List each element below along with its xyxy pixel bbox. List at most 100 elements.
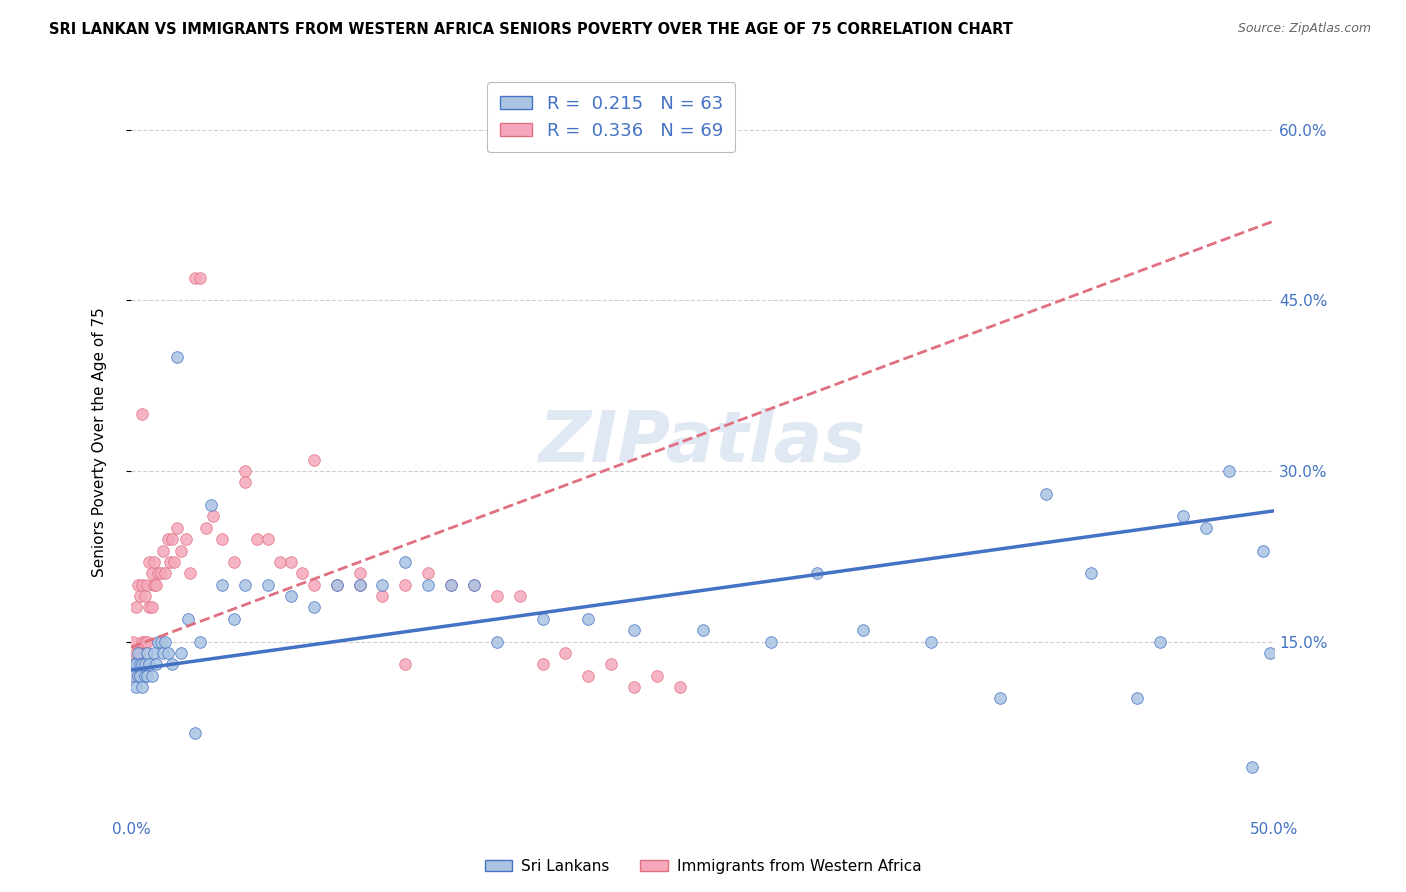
Point: [233, 464, 256, 478]
Point: [166, 521, 188, 535]
Point: [148, 634, 170, 648]
Point: [269, 555, 291, 569]
Point: [131, 657, 153, 672]
Point: [152, 646, 174, 660]
Point: [129, 646, 152, 660]
Point: [1195, 521, 1218, 535]
Point: [349, 566, 371, 581]
Point: [463, 577, 485, 591]
Point: [485, 634, 508, 648]
Point: [155, 634, 177, 648]
Point: [134, 668, 156, 682]
Y-axis label: Seniors Poverty Over the Age of 75: Seniors Poverty Over the Age of 75: [93, 308, 107, 577]
Point: [233, 475, 256, 490]
Point: [129, 589, 152, 603]
Point: [142, 577, 165, 591]
Point: [159, 555, 181, 569]
Point: [988, 691, 1011, 706]
Point: [145, 577, 167, 591]
Point: [124, 657, 146, 672]
Point: [136, 668, 159, 682]
Point: [134, 657, 156, 672]
Point: [920, 634, 942, 648]
Point: [166, 351, 188, 365]
Point: [531, 657, 554, 672]
Point: [141, 668, 163, 682]
Point: [394, 657, 416, 672]
Point: [302, 452, 325, 467]
Point: [302, 577, 325, 591]
Point: [134, 634, 156, 648]
Point: [136, 577, 159, 591]
Point: [463, 577, 485, 591]
Point: [371, 589, 394, 603]
Point: [127, 657, 149, 672]
Legend: Sri Lankans, Immigrants from Western Africa: Sri Lankans, Immigrants from Western Afr…: [478, 853, 928, 880]
Point: [129, 668, 152, 682]
Point: [136, 646, 159, 660]
Point: [138, 657, 160, 672]
Point: [600, 657, 623, 672]
Point: [1251, 543, 1274, 558]
Text: ZIPatlas: ZIPatlas: [538, 408, 866, 477]
Point: [142, 646, 165, 660]
Point: [163, 555, 186, 569]
Point: [623, 623, 645, 637]
Point: [138, 600, 160, 615]
Point: [222, 612, 245, 626]
Point: [200, 498, 222, 512]
Point: [149, 566, 172, 581]
Point: [124, 600, 146, 615]
Point: [1126, 691, 1149, 706]
Point: [131, 577, 153, 591]
Point: [509, 589, 531, 603]
Point: [280, 555, 302, 569]
Point: [122, 657, 145, 672]
Point: [131, 680, 153, 694]
Point: [394, 577, 416, 591]
Point: [129, 657, 152, 672]
Point: [127, 668, 149, 682]
Point: [122, 668, 145, 682]
Point: [127, 577, 149, 591]
Point: [155, 566, 177, 581]
Point: [246, 533, 269, 547]
Point: [576, 612, 599, 626]
Point: [195, 521, 218, 535]
Point: [124, 680, 146, 694]
Text: Source: ZipAtlas.com: Source: ZipAtlas.com: [1237, 22, 1371, 36]
Point: [440, 577, 463, 591]
Point: [531, 612, 554, 626]
Point: [211, 533, 233, 547]
Point: [211, 577, 233, 591]
Point: [623, 680, 645, 694]
Point: [418, 577, 440, 591]
Point: [645, 668, 668, 682]
Point: [127, 646, 149, 660]
Point: [160, 533, 183, 547]
Point: [1080, 566, 1102, 581]
Point: [291, 566, 314, 581]
Point: [141, 566, 163, 581]
Point: [131, 407, 153, 421]
Point: [122, 657, 145, 672]
Point: [302, 600, 325, 615]
Point: [122, 668, 145, 682]
Point: [326, 577, 349, 591]
Point: [1149, 634, 1171, 648]
Point: [136, 634, 159, 648]
Point: [349, 577, 371, 591]
Point: [184, 270, 207, 285]
Point: [142, 555, 165, 569]
Point: [280, 589, 302, 603]
Point: [202, 509, 225, 524]
Point: [141, 600, 163, 615]
Point: [371, 577, 394, 591]
Point: [668, 680, 690, 694]
Point: [170, 646, 193, 660]
Point: [440, 577, 463, 591]
Point: [394, 555, 416, 569]
Point: [761, 634, 783, 648]
Point: [124, 657, 146, 672]
Point: [233, 577, 256, 591]
